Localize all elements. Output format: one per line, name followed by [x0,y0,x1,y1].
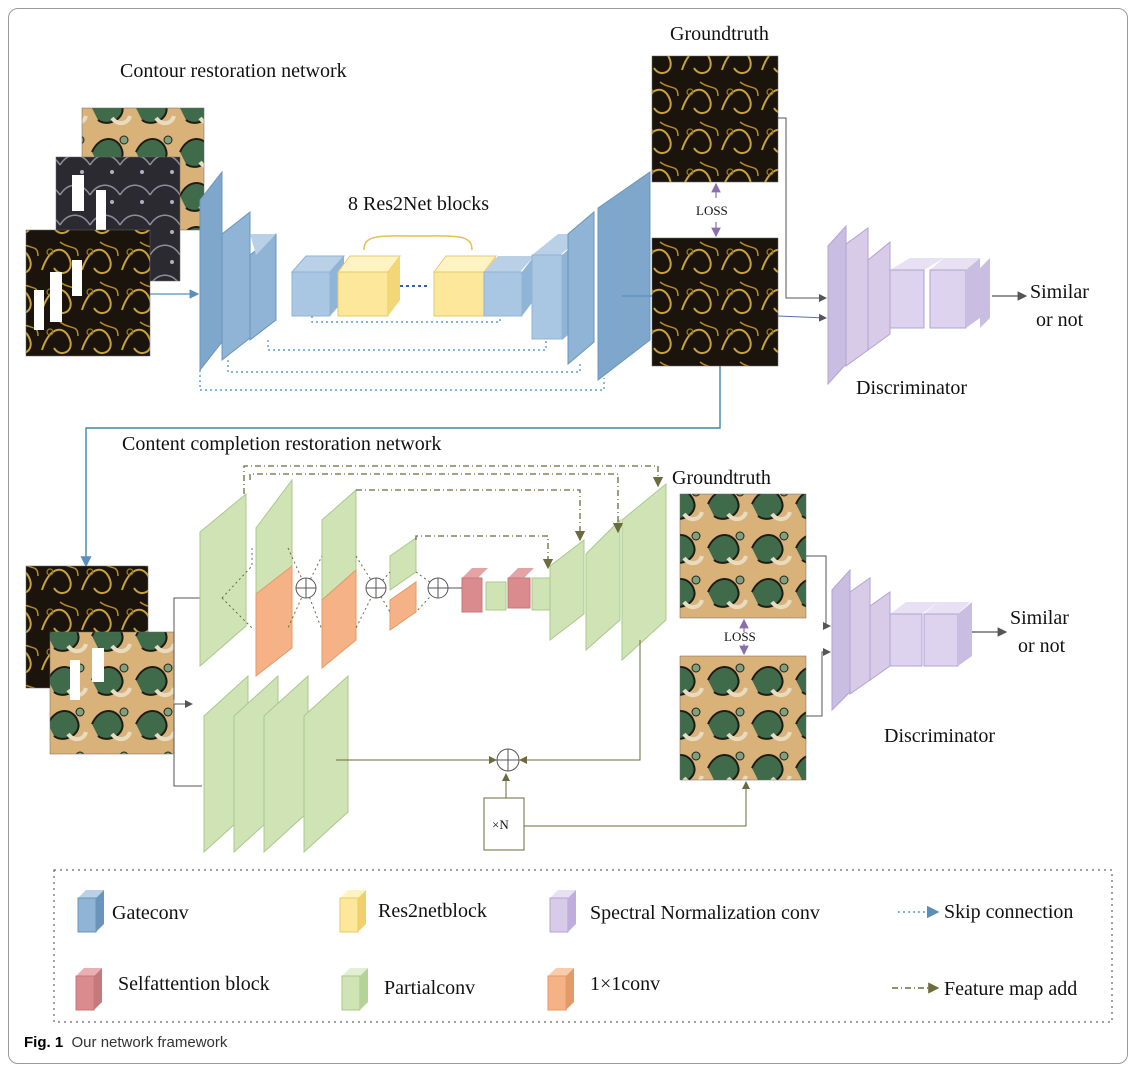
legend-gateconv [77,890,104,933]
legend-featureadd-label: Feature map add [944,978,1077,1000]
bottom-output-line2: or not [1018,635,1066,657]
bottom-predicted-image [679,655,807,781]
bottom-discriminator [831,568,972,712]
contour-input-images [25,107,205,357]
legend-conv1x1-label: 1×1conv [590,973,660,995]
gateconv-encoder [199,170,346,372]
caption-label: Fig. 1 [24,1034,64,1051]
top-output-line2: or not [1036,309,1084,331]
legend-gateconv-label: Gateconv [112,902,189,924]
legend-conv1x1 [547,968,574,1011]
repeat-label: ×N [492,817,509,832]
contour-network-title: Contour restoration network [120,60,347,82]
legend-skip-label: Skip connection [944,901,1073,923]
legend-selfattention [75,968,102,1011]
legend-spectral-label: Spectral Normalization conv [590,902,820,924]
gateconv-decoder [483,171,651,382]
caption-text: Our network framework [71,1034,228,1051]
res2net-blocks [337,235,497,317]
top-skip-connections [199,316,605,391]
top-loss-label: LOSS [696,203,728,218]
bottom-groundtruth-label: Groundtruth [672,467,771,489]
bottom-discriminator-label: Discriminator [884,725,995,747]
legend-box [53,869,1113,1023]
bottleneck-blocks [448,568,551,613]
repeat-box [483,797,525,851]
top-discriminator [827,224,990,386]
bottom-loss-label: LOSS [724,629,756,644]
partialconv-encoder [199,478,417,678]
partialconv-lower-branch [203,674,349,854]
legend-spectral [549,890,576,933]
figure-frame [8,8,1128,1064]
top-discriminator-label: Discriminator [856,377,967,399]
legend-selfattention-label: Selfattention block [118,973,270,995]
legend-partialconv-label: Partialconv [384,977,475,999]
legend-res2netblock [339,890,366,933]
figure-caption: Fig. 1 Our network framework [24,1034,227,1051]
lower-add-node [496,748,520,772]
feature-map-add-connections [243,465,664,570]
content-input-masked-image [49,631,175,755]
feature-add-nodes [295,577,449,599]
bottom-output-line1: Similar [1010,607,1069,629]
top-groundtruth-label: Groundtruth [670,23,769,45]
legend-partialconv [341,968,368,1011]
partialconv-decoder [549,482,667,662]
top-groundtruth-image [651,55,779,183]
top-predicted-image [651,237,779,367]
legend-res2netblock-label: Res2netblock [378,900,487,922]
res2net-label: 8 Res2Net blocks [348,193,489,215]
top-output-line1: Similar [1030,281,1089,303]
bottom-groundtruth-image [679,493,807,619]
content-network-title: Content completion restoration network [122,433,441,455]
